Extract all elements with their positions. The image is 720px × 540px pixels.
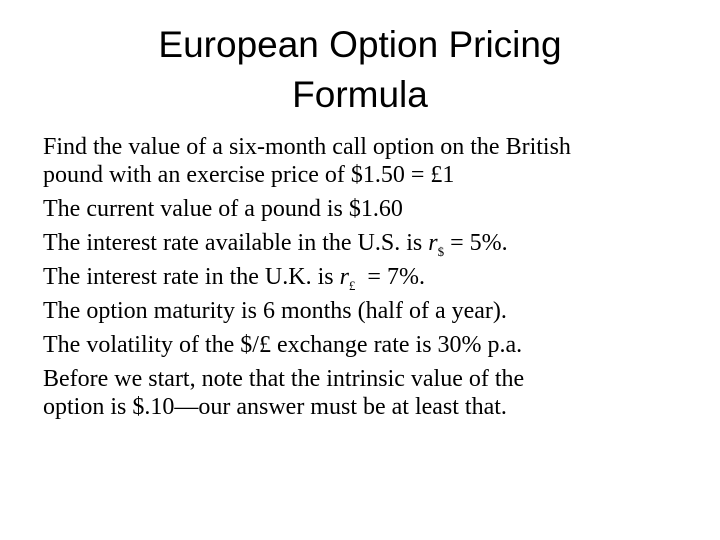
bullet-intrinsic-value-line-2: option is $.10—our answer must be at lea… [43,394,507,420]
slide-title-line-1: European Option Pricing [158,24,562,65]
uk-rate-subscript: £ [348,278,356,293]
us-rate-prefix: The interest rate available in the U.S. … [43,230,429,256]
us-rate-suffix: = 5%. [444,230,508,256]
bullet-find-value: Find the value of a six-month call optio… [43,133,683,189]
uk-rate-variable: r [339,264,349,290]
bullet-uk-interest-rate: The interest rate in the U.K. is r£ = 7%… [43,263,683,293]
bullet-intrinsic-value: Before we start, note that the intrinsic… [43,365,683,421]
bullet-current-value: The current value of a pound is $1.60 [43,195,683,223]
us-rate-subscript: $ [437,244,445,259]
bullet-volatility-text: The volatility of the $/£ exchange rate … [43,332,523,358]
bullet-us-interest-rate: The interest rate available in the U.S. … [43,229,683,259]
bullet-option-maturity: The option maturity is 6 months (half of… [43,297,683,325]
slide-title: European Option Pricing Formula [60,20,660,120]
bullet-list: Find the value of a six-month call optio… [43,133,683,427]
bullet-volatility: The volatility of the $/£ exchange rate … [43,331,683,359]
bullet-option-maturity-text: The option maturity is 6 months (half of… [43,298,507,324]
uk-rate-prefix: The interest rate in the U.K. is [43,264,340,290]
bullet-intrinsic-value-line-1: Before we start, note that the intrinsic… [43,366,525,392]
uk-rate-suffix: = 7%. [355,264,425,290]
us-rate-variable: r [428,230,438,256]
bullet-current-value-text: The current value of a pound is $1.60 [43,196,403,222]
bullet-find-value-line-1: Find the value of a six-month call optio… [43,134,571,160]
slide-title-line-2: Formula [292,74,428,115]
bullet-find-value-line-2: pound with an exercise price of $1.50 = … [43,162,455,188]
